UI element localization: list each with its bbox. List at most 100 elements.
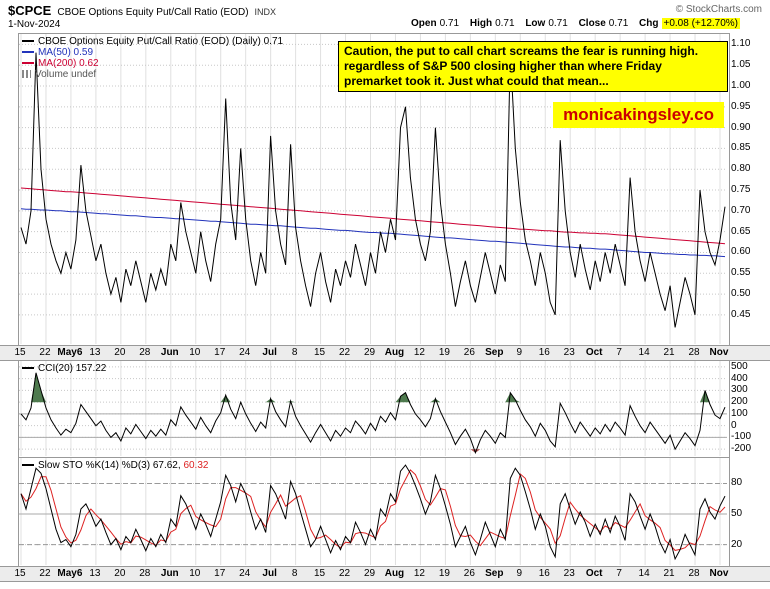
x-tick-label: 19	[438, 347, 450, 358]
x-tick-label: 24	[239, 347, 251, 358]
cci-panel: CCI(20) 157.22	[18, 360, 730, 459]
y-tick-label: 0.60	[731, 246, 751, 258]
cci-legend: CCI(20) 157.22	[22, 363, 106, 374]
y-tick-label: 1.05	[731, 59, 751, 71]
x-tick-label: 14	[638, 568, 650, 579]
x-tick-label: 22	[39, 568, 51, 579]
x-tick-label: 22	[338, 347, 351, 358]
low-value: 0.71	[548, 18, 568, 29]
close-value: 0.71	[608, 18, 629, 29]
legend-sto: Slow STO %K(14) %D(3) 67.62, 60.32	[22, 460, 208, 471]
x-tick-label: 15	[314, 347, 326, 358]
y-tick-label: 0.65	[731, 225, 751, 237]
y-tick-label: 400	[731, 372, 748, 384]
x-tick-label: 9	[516, 568, 523, 579]
legend-cci-label: CCI(20) 157.22	[38, 363, 107, 374]
y-tick-label: 20	[731, 538, 743, 550]
legend-ma200: MA(200) 0.62	[22, 58, 283, 69]
x-axis-labels-top: 15 22 May6 13 20 28 Jun 10 17 24 Jul 8 15 22 29 Aug 12 19…	[0, 345, 770, 361]
x-tick-label: 8	[291, 568, 298, 579]
x-tick-label: 14	[638, 347, 650, 358]
x-tick-label: 13	[89, 347, 101, 358]
x-tick-label: 8	[291, 347, 298, 358]
y-tick-label: 1.00	[731, 80, 751, 91]
x-tick-label: 12	[413, 568, 425, 579]
x-tick-label: 28	[139, 568, 151, 579]
series-D	[20, 469, 726, 551]
x-tick-label: May6	[57, 568, 83, 579]
legend-ma50-label: MA(50) 0.59	[38, 47, 94, 58]
x-axis-labels-bottom: 15 22 May6 13 20 28 Jun 10 17 24 Jul 8 15 22 29 Aug 12 19…	[0, 566, 770, 582]
x-tick-label: 29	[363, 347, 376, 358]
series-MA50	[20, 208, 726, 258]
x-tick-label: Aug	[384, 347, 405, 358]
sto-line-marker	[22, 464, 34, 466]
x-tick-label: Nov	[709, 347, 729, 358]
x-tick-label: 22	[338, 568, 351, 579]
chg-value: +0.08 (+12.70%)	[661, 18, 740, 29]
y-tick-label: 0.70	[731, 204, 751, 216]
high-label: High	[469, 18, 493, 29]
x-tick-label: 17	[214, 347, 226, 358]
series-CPCE	[20, 52, 726, 328]
stochastics-chart	[19, 458, 727, 565]
chart-date: 1-Nov-2024	[8, 19, 61, 30]
legend-ma200-label: MA(200) 0.62	[38, 58, 99, 69]
main-chart-panel: CBOE Options Equity Put/Call Ratio (EOD)…	[18, 33, 730, 347]
x-tick-label: Jun	[160, 568, 179, 579]
main-legend: CBOE Options Equity Put/Call Ratio (EOD)…	[22, 36, 283, 80]
instrument-name: CBOE Options Equity Put/Call Ratio (EOD)	[57, 7, 249, 18]
legend-ma50: MA(50) 0.59	[22, 47, 283, 58]
x-tick-label: 23	[563, 347, 575, 358]
chg-label: Chg	[639, 18, 659, 29]
x-tick-label: Aug	[384, 568, 405, 579]
x-tick-label: 7	[616, 347, 622, 358]
series-CCI	[20, 372, 726, 455]
y-tick-label: 0	[731, 419, 737, 431]
x-tick-label: 15	[314, 568, 326, 579]
y-tick-label: 0.55	[731, 267, 751, 279]
series-K	[20, 464, 726, 561]
legend-sto-k: Slow STO %K(14) %D(3) 67.62,	[38, 460, 181, 471]
x-tick-label: 15	[14, 347, 26, 358]
open-label: Open	[411, 18, 437, 29]
x-tick-label: 24	[239, 568, 251, 579]
high-value: 0.71	[495, 18, 515, 29]
legend-cci: CCI(20) 157.22	[22, 363, 106, 374]
x-tick-label: 29	[363, 568, 376, 579]
y-tick-label: 500	[731, 360, 748, 372]
y-tick-label: 0.90	[731, 121, 751, 133]
x-tick-label: 16	[538, 347, 550, 358]
cci-line-marker	[22, 367, 34, 369]
x-tick-label: 19	[438, 568, 450, 579]
y-tick-label: 50	[731, 508, 743, 520]
stochastics-panel: Slow STO %K(14) %D(3) 67.62, 60.32	[18, 457, 730, 568]
x-tick-label: 26	[463, 347, 475, 358]
legend-volume: Volume undef	[22, 69, 283, 80]
x-tick-label: 21	[663, 568, 675, 579]
x-tick-label: Nov	[709, 568, 729, 579]
legend-cpce: CBOE Options Equity Put/Call Ratio (EOD)…	[22, 36, 283, 47]
x-tick-label: Sep	[485, 347, 504, 358]
y-tick-label: 100	[731, 407, 748, 419]
x-tick-label: 16	[538, 568, 550, 579]
x-tick-label: 13	[89, 568, 101, 579]
x-tick-label: Oct	[585, 347, 603, 358]
y-tick-label: 200	[731, 396, 748, 408]
x-tick-label: 7	[616, 568, 622, 579]
ma50-line-marker	[22, 51, 34, 53]
sto-legend: Slow STO %K(14) %D(3) 67.62, 60.32	[22, 460, 208, 471]
ticker-symbol: $CPCE	[8, 3, 52, 18]
x-tick-label: May6	[57, 347, 83, 358]
x-tick-label: 22	[39, 347, 51, 358]
quote-line: Open 0.71 High 0.71 Low 0.71 Close 0.71 Chg +…	[403, 18, 740, 29]
x-tick-label: 20	[114, 568, 126, 579]
y-tick-label: 0.45	[731, 308, 751, 320]
x-tick-label: 23	[563, 568, 575, 579]
x-tick-label: 17	[214, 568, 226, 579]
x-tick-label: 28	[688, 568, 700, 579]
legend-sto-d: 60.32	[183, 460, 209, 471]
open-value: 0.71	[439, 18, 460, 29]
cpce-line-marker	[22, 40, 34, 42]
ma200-line-marker	[22, 62, 34, 64]
